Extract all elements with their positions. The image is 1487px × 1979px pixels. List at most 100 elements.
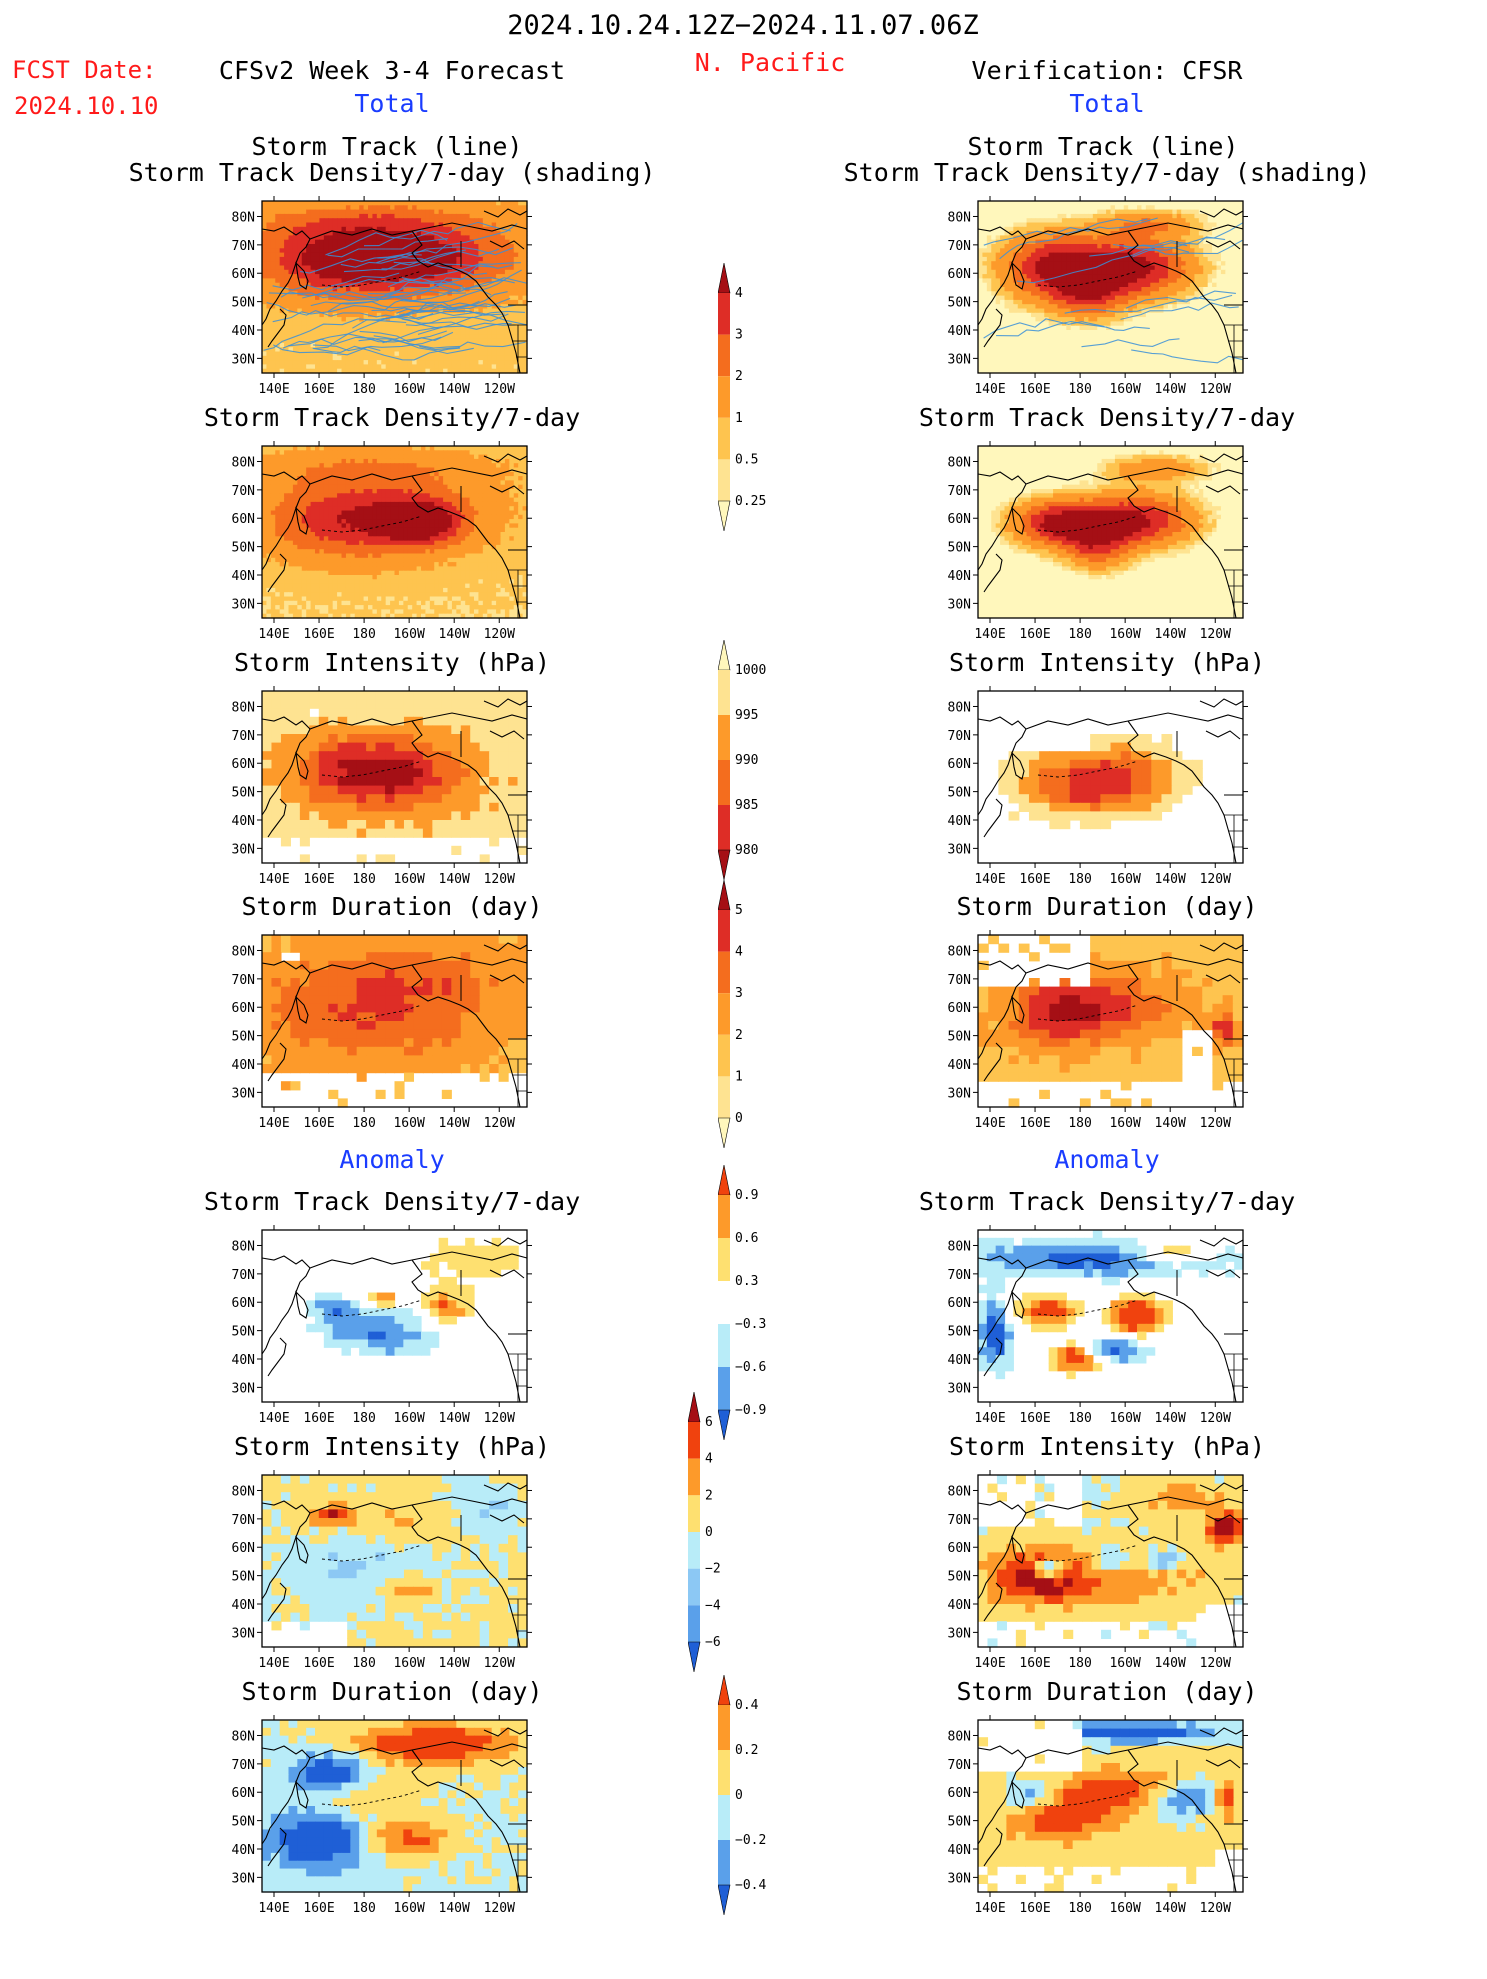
field-cell — [315, 227, 320, 232]
field-cell — [262, 248, 267, 253]
field-cell — [262, 463, 267, 468]
field-cell — [456, 455, 461, 460]
field-cell — [386, 554, 391, 559]
field-cell — [452, 528, 457, 533]
field-cell — [377, 575, 382, 580]
field-cell — [275, 240, 280, 245]
field-cell — [381, 498, 386, 503]
field-cell — [425, 519, 430, 524]
field-cell — [266, 575, 271, 580]
fcst-date-value: 2024.10.10 — [14, 92, 159, 120]
field-cell — [403, 566, 408, 571]
field-cell — [368, 240, 373, 245]
field-cell — [324, 459, 329, 464]
field-cell — [452, 334, 457, 339]
field-cell — [293, 244, 298, 249]
field-cell — [487, 609, 492, 614]
field-cell — [395, 489, 400, 494]
field-cell — [412, 446, 417, 451]
field-cell — [390, 493, 395, 498]
field-cell — [315, 579, 320, 584]
field-cell — [324, 330, 329, 335]
field-cell — [315, 549, 320, 554]
field-cell — [311, 545, 316, 550]
field-cell — [509, 506, 514, 511]
field-cell — [452, 231, 457, 236]
field-cell — [381, 446, 386, 451]
field-cell — [470, 201, 475, 206]
field-cell — [496, 347, 501, 352]
field-cell — [452, 584, 457, 589]
field-cell — [514, 309, 519, 314]
field-cell — [403, 205, 408, 210]
field-cell — [275, 210, 280, 215]
field-cell — [359, 287, 364, 292]
field-cell — [399, 519, 404, 524]
field-cell — [430, 609, 435, 614]
field-cell — [293, 446, 298, 451]
field-cell — [399, 214, 404, 219]
field-cell — [350, 506, 355, 511]
field-cell — [372, 450, 377, 455]
field-cell — [271, 214, 276, 219]
field-cell — [448, 588, 453, 593]
lat-tick-label: 80N — [232, 455, 255, 470]
field-cell — [386, 498, 391, 503]
field-cell — [465, 227, 470, 232]
field-cell — [328, 330, 333, 335]
field-cell — [470, 257, 475, 262]
field-cell — [337, 459, 342, 464]
field-cell — [284, 515, 289, 520]
field-cell — [297, 588, 302, 593]
field-cell — [275, 480, 280, 485]
field-cell — [372, 468, 377, 473]
field-cell — [293, 571, 298, 576]
field-cell — [333, 558, 338, 563]
field-cell — [381, 601, 386, 606]
field-cell — [492, 605, 497, 610]
field-cell — [390, 463, 395, 468]
field-cell — [280, 579, 285, 584]
field-cell — [333, 506, 338, 511]
field-cell — [293, 214, 298, 219]
field-cell — [355, 519, 360, 524]
field-cell — [448, 218, 453, 223]
field-cell — [399, 347, 404, 352]
field-cell — [470, 459, 475, 464]
field-cell — [417, 498, 422, 503]
field-cell — [425, 455, 430, 460]
field-cell — [452, 459, 457, 464]
field-cell — [505, 283, 510, 288]
field-cell — [443, 339, 448, 344]
field-cell — [443, 214, 448, 219]
field-cell — [315, 485, 320, 490]
field-cell — [403, 605, 408, 610]
field-cell — [275, 468, 280, 473]
field-cell — [443, 584, 448, 589]
field-cell — [492, 592, 497, 597]
field-cell — [364, 597, 369, 602]
field-cell — [346, 511, 351, 516]
field-cell — [403, 364, 408, 369]
field-cell — [509, 515, 514, 520]
field-cell — [284, 244, 289, 249]
field-cell — [266, 317, 271, 322]
field-cell — [293, 296, 298, 301]
field-cell — [377, 558, 382, 563]
field-cell — [425, 502, 430, 507]
field-cell — [439, 519, 444, 524]
field-cell — [403, 459, 408, 464]
field-cell — [412, 201, 417, 206]
field-cell — [289, 541, 294, 546]
field-cell — [399, 455, 404, 460]
field-cell — [271, 240, 276, 245]
field-cell — [275, 231, 280, 236]
field-cell — [328, 214, 333, 219]
field-cell — [324, 485, 329, 490]
field-cell — [505, 463, 510, 468]
field-cell — [333, 562, 338, 567]
field-cell — [492, 562, 497, 567]
field-cell — [434, 450, 439, 455]
field-cell — [390, 532, 395, 537]
field-cell — [483, 571, 488, 576]
